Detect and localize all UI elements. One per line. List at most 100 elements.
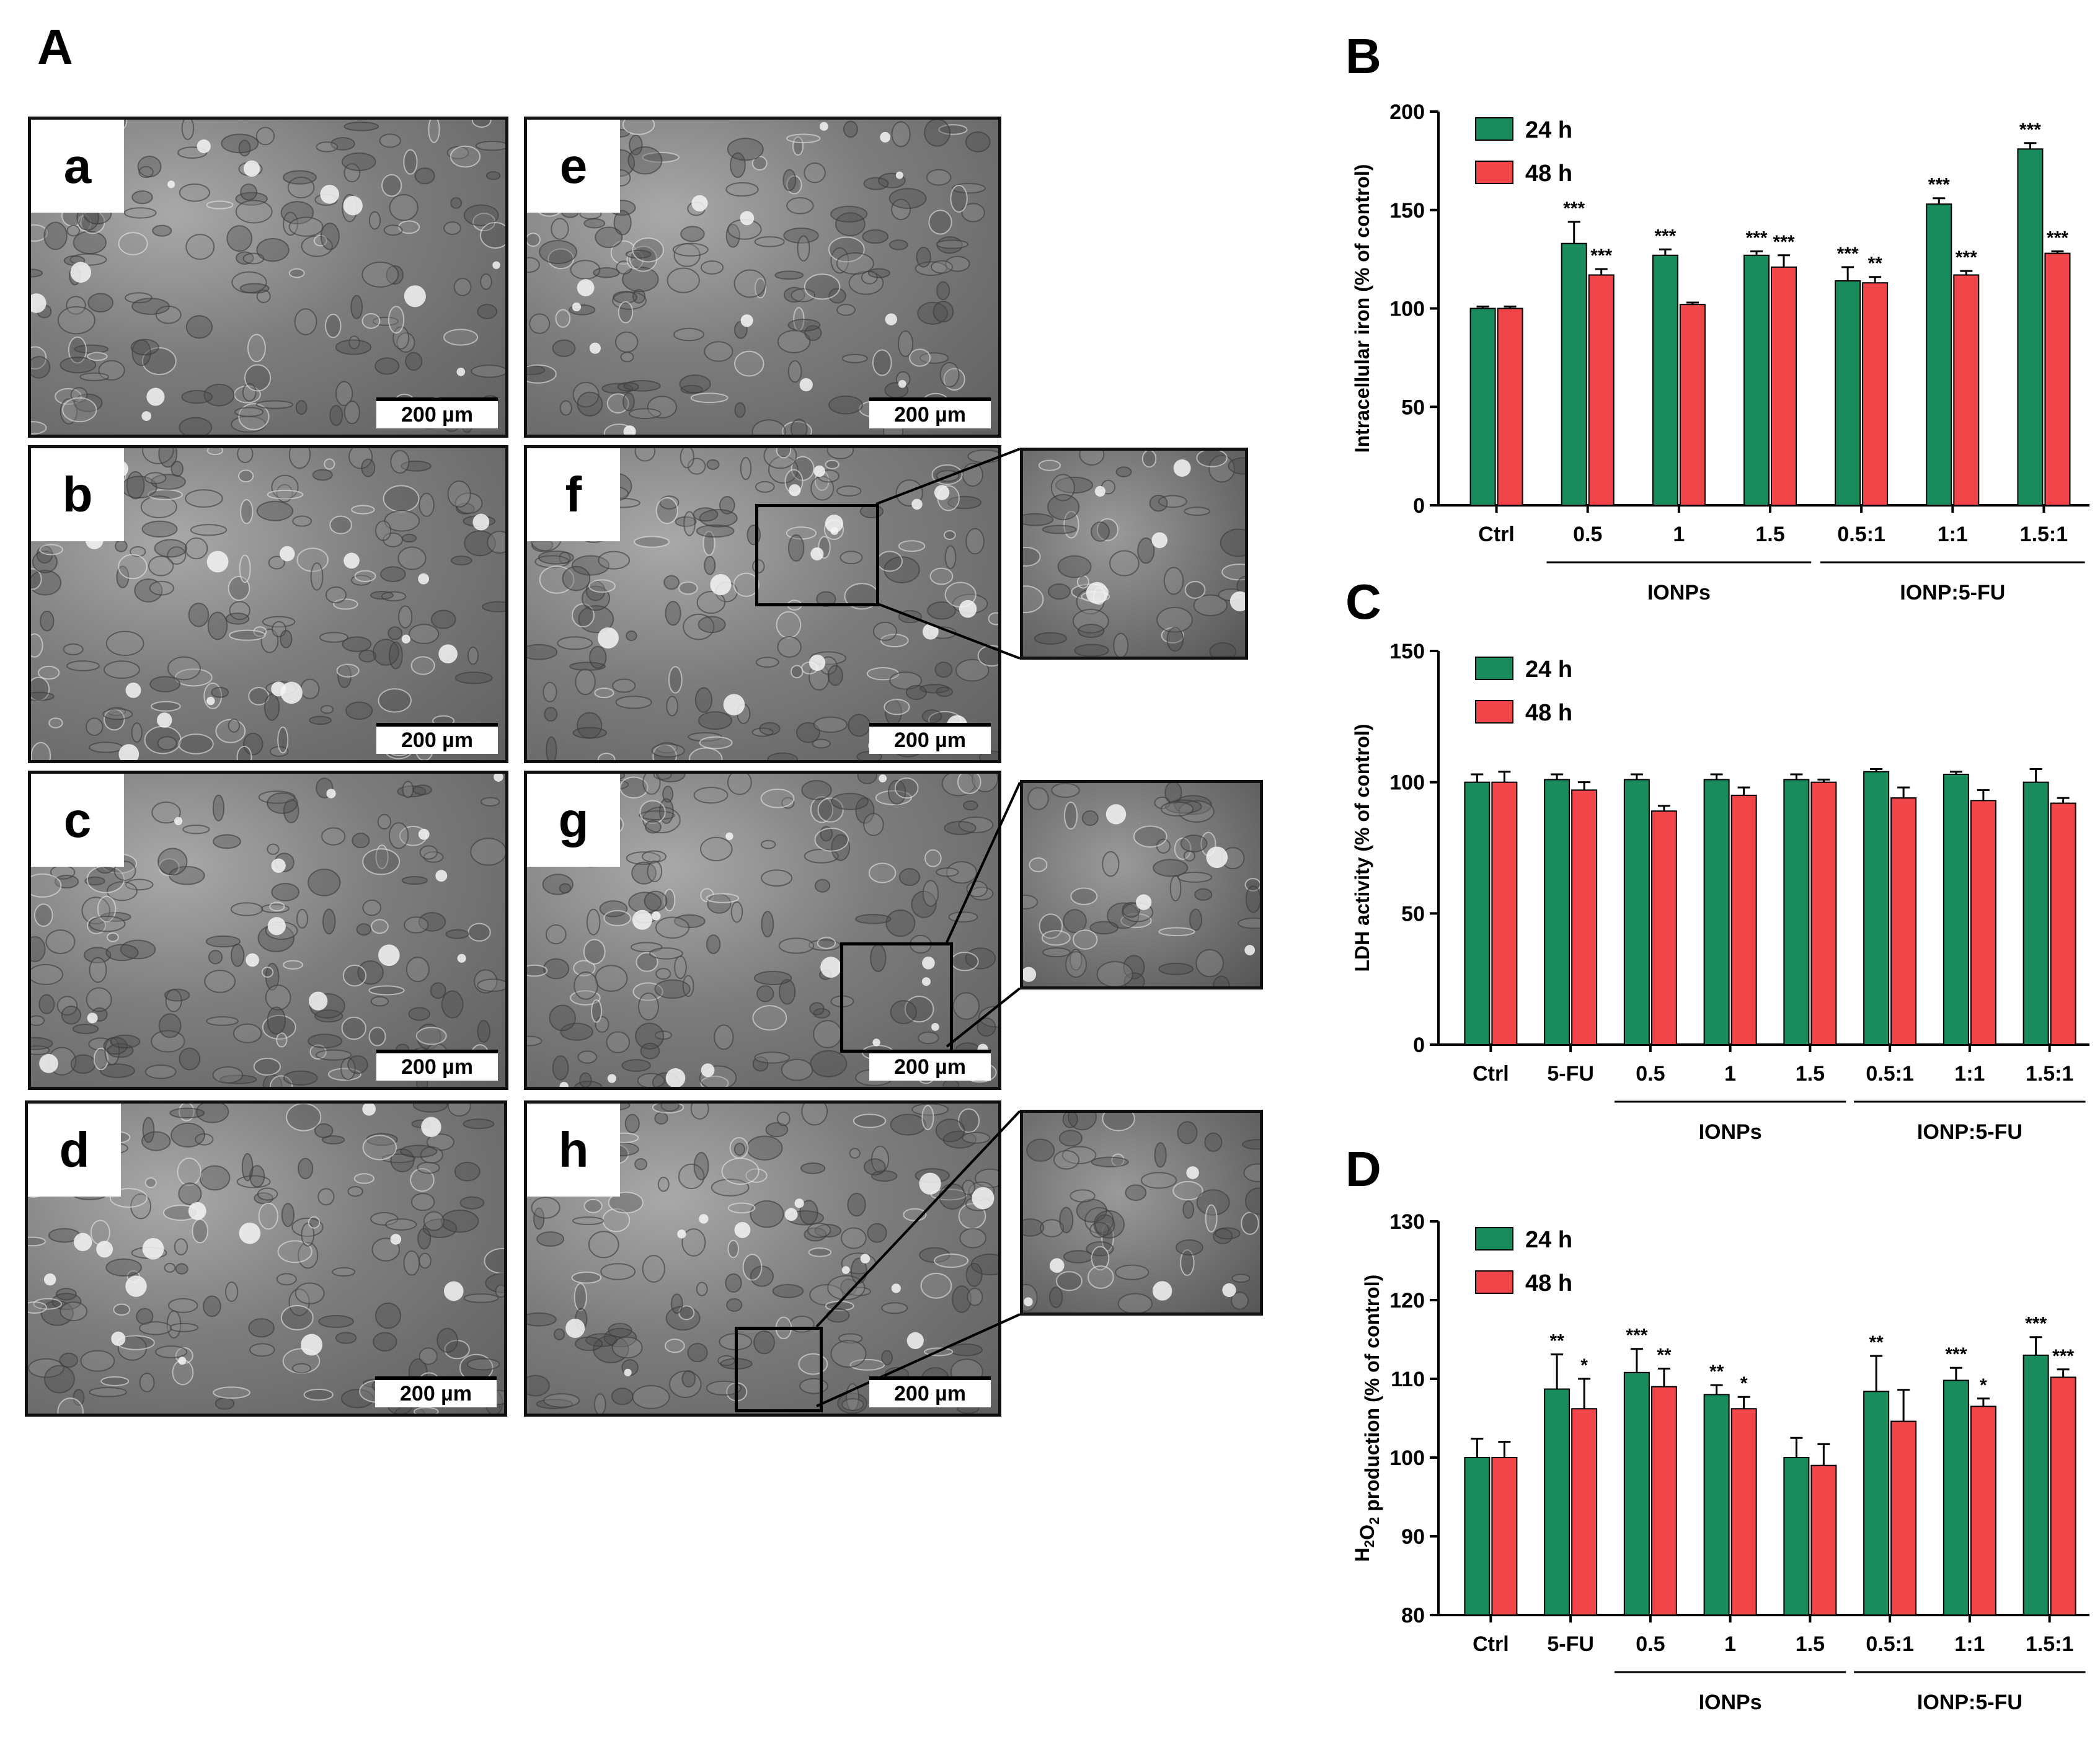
micrograph-a: a 200 µm <box>28 117 508 438</box>
significance-label: *** <box>1956 247 1977 268</box>
bar-24h <box>1926 203 1952 506</box>
bar-48h <box>1730 794 1757 1045</box>
chart-ldh-activity: 0 50 100 150 LDH activity (% of control) Ctrl… <box>1351 640 2089 1144</box>
panel-label-b: B <box>1345 29 1381 84</box>
legend-swatch <box>1475 700 1513 724</box>
bar-48h <box>1810 1464 1837 1616</box>
micrograph-label: d <box>28 1104 121 1197</box>
bar-48h <box>1650 1386 1677 1616</box>
significance-label: * <box>1740 1373 1748 1394</box>
bar-48h <box>1862 282 1889 506</box>
x-tick-label: 1.5:1 <box>2020 523 2068 546</box>
micrograph-g: g 200 µm <box>524 771 1001 1090</box>
scale-bar: 200 µm <box>376 1050 498 1081</box>
y-tick-label: 130 <box>1389 1210 1425 1234</box>
x-tick-label: 0.5:1 <box>1837 523 1885 546</box>
scale-bar: 200 µm <box>869 723 991 754</box>
bar-48h <box>2050 1376 2076 1616</box>
chart-intracellular-iron: 0 50 100 150 200 Intracellular iron (% of con… <box>1351 100 2089 604</box>
significance-label: ** <box>1549 1331 1564 1352</box>
x-tick-label: 1.5:1 <box>2026 1062 2074 1086</box>
y-tick-label: 90 <box>1401 1525 1425 1549</box>
bar-24h <box>1835 280 1861 506</box>
significance-label: *** <box>1773 232 1794 252</box>
y-tick-label: 110 <box>1391 1368 1425 1391</box>
significance-label: *** <box>1654 226 1676 246</box>
x-tick-label: 1.5 <box>1755 523 1784 546</box>
x-tick-label: 1:1 <box>1954 1062 1985 1086</box>
x-tick-label: 1:1 <box>1954 1632 1985 1656</box>
significance-label: *** <box>2019 120 2041 140</box>
x-tick-label: 0.5:1 <box>1866 1632 1914 1656</box>
y-tick-label: 100 <box>1389 298 1425 321</box>
x-tick-label: 1 <box>1724 1632 1736 1656</box>
bar-48h <box>1650 810 1677 1045</box>
bar-48h <box>1491 781 1518 1046</box>
cell-texture <box>31 774 505 1087</box>
significance-label: *** <box>2047 228 2068 248</box>
bar-24h <box>1469 308 1496 506</box>
micrograph-b: b 200 µm <box>28 445 508 763</box>
y-tick-label: 120 <box>1389 1289 1425 1312</box>
y-axis-label-part: production (% of control) <box>1361 1275 1383 1517</box>
x-tick-label: 1.5 <box>1796 1062 1825 1086</box>
cell-texture <box>1023 783 1260 986</box>
bar-48h <box>1571 789 1598 1045</box>
y-tick-label: 0 <box>1413 1034 1425 1057</box>
bar-24h <box>1703 779 1730 1046</box>
significance-label: ** <box>1657 1345 1672 1365</box>
bar-24h <box>1943 773 1969 1045</box>
x-tick-label: 1 <box>1673 523 1685 546</box>
bar-48h <box>1497 308 1523 506</box>
legend-label: 48 h <box>1525 1270 1572 1296</box>
bar-24h <box>1943 1379 1969 1616</box>
bar-48h <box>1890 1420 1917 1616</box>
significance-label: *** <box>1563 198 1585 219</box>
bar-48h <box>1679 304 1706 506</box>
x-tick-label: 1.5:1 <box>2026 1632 2074 1656</box>
bar-24h <box>1544 779 1571 1046</box>
y-tick-label: 50 <box>1401 396 1425 419</box>
bar-48h <box>1953 274 1980 506</box>
y-axis-label-part: O <box>1356 1525 1378 1540</box>
legend-label: 48 h <box>1525 161 1572 187</box>
legend-label: 48 h <box>1525 700 1572 726</box>
legend-label: 24 h <box>1525 657 1572 683</box>
x-tick-label: Ctrl <box>1473 1632 1509 1656</box>
bar-24h <box>1743 254 1770 506</box>
bar-48h <box>1771 266 1797 506</box>
bar-24h <box>1464 1457 1491 1616</box>
x-tick-label: 0.5 <box>1636 1632 1665 1656</box>
micrograph-label: g <box>527 774 620 867</box>
scale-bar: 200 µm <box>375 1376 497 1407</box>
bar-24h <box>1544 1388 1571 1616</box>
micrograph-label: e <box>527 120 620 213</box>
scale-bar: 200 µm <box>869 1050 991 1081</box>
cell-texture <box>1023 451 1245 657</box>
legend-swatch <box>1475 1227 1513 1250</box>
scale-bar: 200 µm <box>869 1376 991 1407</box>
panel-label-c: C <box>1345 574 1381 629</box>
x-tick-label: 1:1 <box>1938 523 1968 546</box>
bar-24h <box>2017 148 2044 506</box>
cell-texture <box>31 448 505 760</box>
micrograph-d: d 200 µm <box>25 1100 507 1417</box>
x-tick-label: 5-FU <box>1547 1062 1594 1086</box>
micrograph-label: a <box>31 120 124 213</box>
group-label: IONPs <box>1699 1120 1762 1144</box>
significance-label: ** <box>1867 254 1882 274</box>
cell-texture <box>1023 1113 1260 1312</box>
legend-swatch <box>1475 117 1513 141</box>
bar-24h <box>1783 1457 1810 1616</box>
y-tick-label: 0 <box>1413 494 1425 518</box>
region-of-interest-box <box>840 942 953 1053</box>
x-tick-label: Ctrl <box>1478 523 1515 546</box>
y-axis-label: H2O2 production (% of control) <box>1351 1275 1383 1562</box>
bar-24h <box>1783 779 1810 1046</box>
y-axis-label: LDH activity (% of control) <box>1351 724 1373 972</box>
cell-texture <box>28 1104 504 1414</box>
x-tick-label: Ctrl <box>1473 1062 1509 1086</box>
x-tick-label: 5-FU <box>1547 1632 1594 1656</box>
group-label: IONP:5-FU <box>1917 1691 2022 1714</box>
